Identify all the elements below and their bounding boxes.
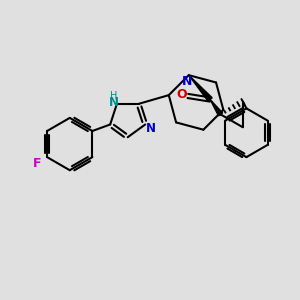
Text: F: F [33, 157, 42, 170]
Text: N: N [182, 75, 193, 88]
Text: O: O [176, 88, 187, 101]
Text: N: N [109, 96, 119, 109]
Text: H: H [110, 91, 118, 101]
Polygon shape [210, 100, 223, 116]
Polygon shape [189, 75, 212, 101]
Text: N: N [146, 122, 156, 135]
